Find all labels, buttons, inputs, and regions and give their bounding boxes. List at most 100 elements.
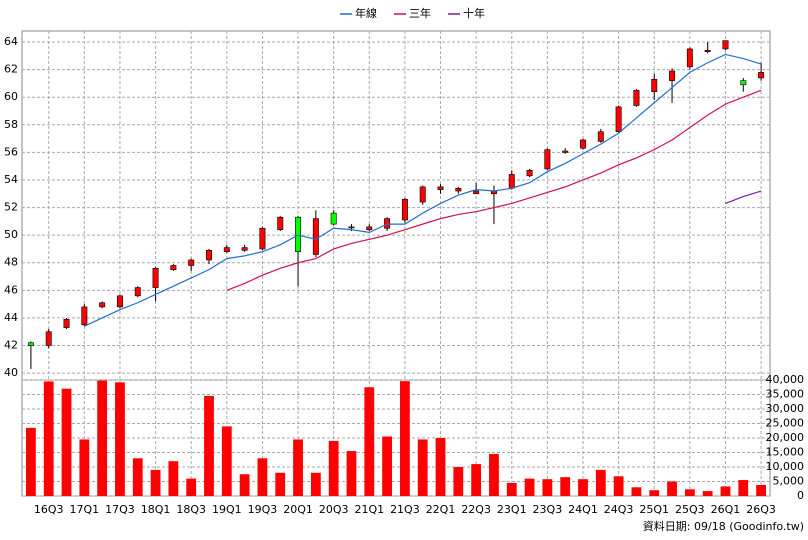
candle-body: [45, 331, 52, 346]
volume-bar: [204, 395, 214, 496]
x-tick-label: 18Q1: [141, 503, 171, 516]
x-tick-label: 17Q3: [105, 503, 135, 516]
candle-body: [81, 306, 88, 326]
volume-bar: [26, 427, 36, 496]
x-tick-label: 17Q1: [70, 503, 100, 516]
volume-bar: [417, 439, 428, 496]
volume-bar: [79, 439, 90, 496]
volume-bar: [168, 461, 179, 496]
candle-body: [526, 170, 533, 177]
y-tick-label: 48: [4, 256, 18, 269]
candle-body: [544, 149, 551, 170]
candle-body: [366, 226, 373, 230]
legend-label: 十年: [463, 6, 485, 20]
volume-bar: [720, 486, 731, 496]
y-tick-label: 54: [4, 173, 18, 186]
y-tick-label: 46: [4, 283, 18, 296]
y-tick-label: 52: [4, 201, 18, 214]
legend-label: 三年: [409, 6, 431, 20]
y-tick-label: 10,000: [766, 460, 805, 473]
volume-bar: [239, 474, 250, 496]
volume-bar: [257, 458, 268, 496]
volume-bar: [524, 478, 535, 496]
candle-body: [473, 190, 480, 195]
volume-bar: [400, 381, 410, 496]
ma-line: [725, 190, 762, 204]
y-tick-label: 62: [4, 63, 18, 76]
x-tick-label: 23Q3: [533, 503, 563, 516]
candle-body: [401, 198, 408, 221]
volume-bar: [631, 487, 642, 496]
candle-body: [580, 139, 586, 149]
y-tick-label: 0: [797, 489, 804, 502]
candle-body: [384, 218, 391, 229]
candle-body: [223, 247, 230, 253]
candle-body: [633, 90, 640, 106]
x-tick-label: 19Q1: [212, 503, 242, 516]
x-tick-label: 21Q3: [390, 503, 420, 516]
x-tick-label: 20Q3: [319, 503, 349, 516]
candle-body: [152, 267, 159, 288]
volume-bar: [115, 382, 125, 496]
x-tick-label: 25Q3: [675, 503, 705, 516]
candle-body: [188, 259, 195, 266]
x-tick-label: 24Q3: [604, 503, 634, 516]
y-tick-label: 40,000: [766, 373, 805, 386]
y-tick-label: 5,000: [773, 475, 805, 488]
candle-body: [722, 40, 729, 50]
candle-body: [651, 78, 658, 92]
candle-body: [134, 287, 141, 297]
y-tick-label: 15,000: [766, 446, 805, 459]
legend-label: 年線: [355, 6, 377, 20]
volume-bar: [43, 381, 54, 496]
volume-bar: [613, 476, 624, 496]
candle-body: [99, 302, 106, 308]
candle-body: [437, 186, 444, 190]
plot-frame: [21, 30, 771, 497]
x-tick-label: 21Q1: [354, 503, 384, 516]
candle-body: [259, 227, 266, 250]
y-tick-label: 35,000: [766, 388, 805, 401]
volume-bar: [186, 478, 197, 496]
volume-bar: [506, 482, 517, 496]
volume-bar: [702, 491, 713, 496]
volume-bar: [560, 477, 571, 496]
volume-bar: [364, 387, 375, 496]
candle-body: [597, 131, 604, 142]
y-tick-label: 60: [4, 90, 18, 103]
volume-bar: [471, 464, 482, 496]
volume-bar: [578, 479, 588, 496]
candle-body: [116, 295, 123, 308]
candle-body: [170, 265, 177, 270]
y-tick-label: 20,000: [766, 431, 805, 444]
candle-body: [241, 247, 248, 251]
y-tick-label: 44: [4, 311, 18, 324]
volume-bar: [275, 472, 286, 496]
volume-bar: [684, 489, 695, 496]
volume-bar: [293, 439, 303, 496]
x-tick-label: 16Q3: [34, 503, 64, 516]
candle-body: [615, 106, 622, 132]
volume-bar: [738, 480, 749, 496]
x-tick-label: 20Q1: [283, 503, 313, 516]
candle-body: [562, 150, 569, 153]
ma-line: [84, 53, 762, 327]
candle-body: [277, 216, 284, 230]
x-tick-label: 19Q3: [248, 503, 278, 516]
y-tick-label: 42: [4, 339, 18, 352]
y-tick-label: 30,000: [766, 402, 805, 415]
x-tick-label: 23Q1: [497, 503, 527, 516]
candle-body: [312, 218, 319, 255]
candle-body: [27, 342, 34, 346]
volume-bar: [221, 426, 232, 496]
volume-bar: [489, 453, 499, 496]
x-tick-label: 22Q3: [461, 503, 491, 516]
x-tick-label: 26Q1: [711, 503, 741, 516]
y-tick-label: 58: [4, 118, 18, 131]
x-tick-label: 18Q3: [176, 503, 206, 516]
candle-body: [740, 80, 747, 86]
candle-body: [669, 70, 676, 81]
volume-bar: [435, 438, 446, 496]
x-tick-label: 26Q3: [746, 503, 776, 516]
